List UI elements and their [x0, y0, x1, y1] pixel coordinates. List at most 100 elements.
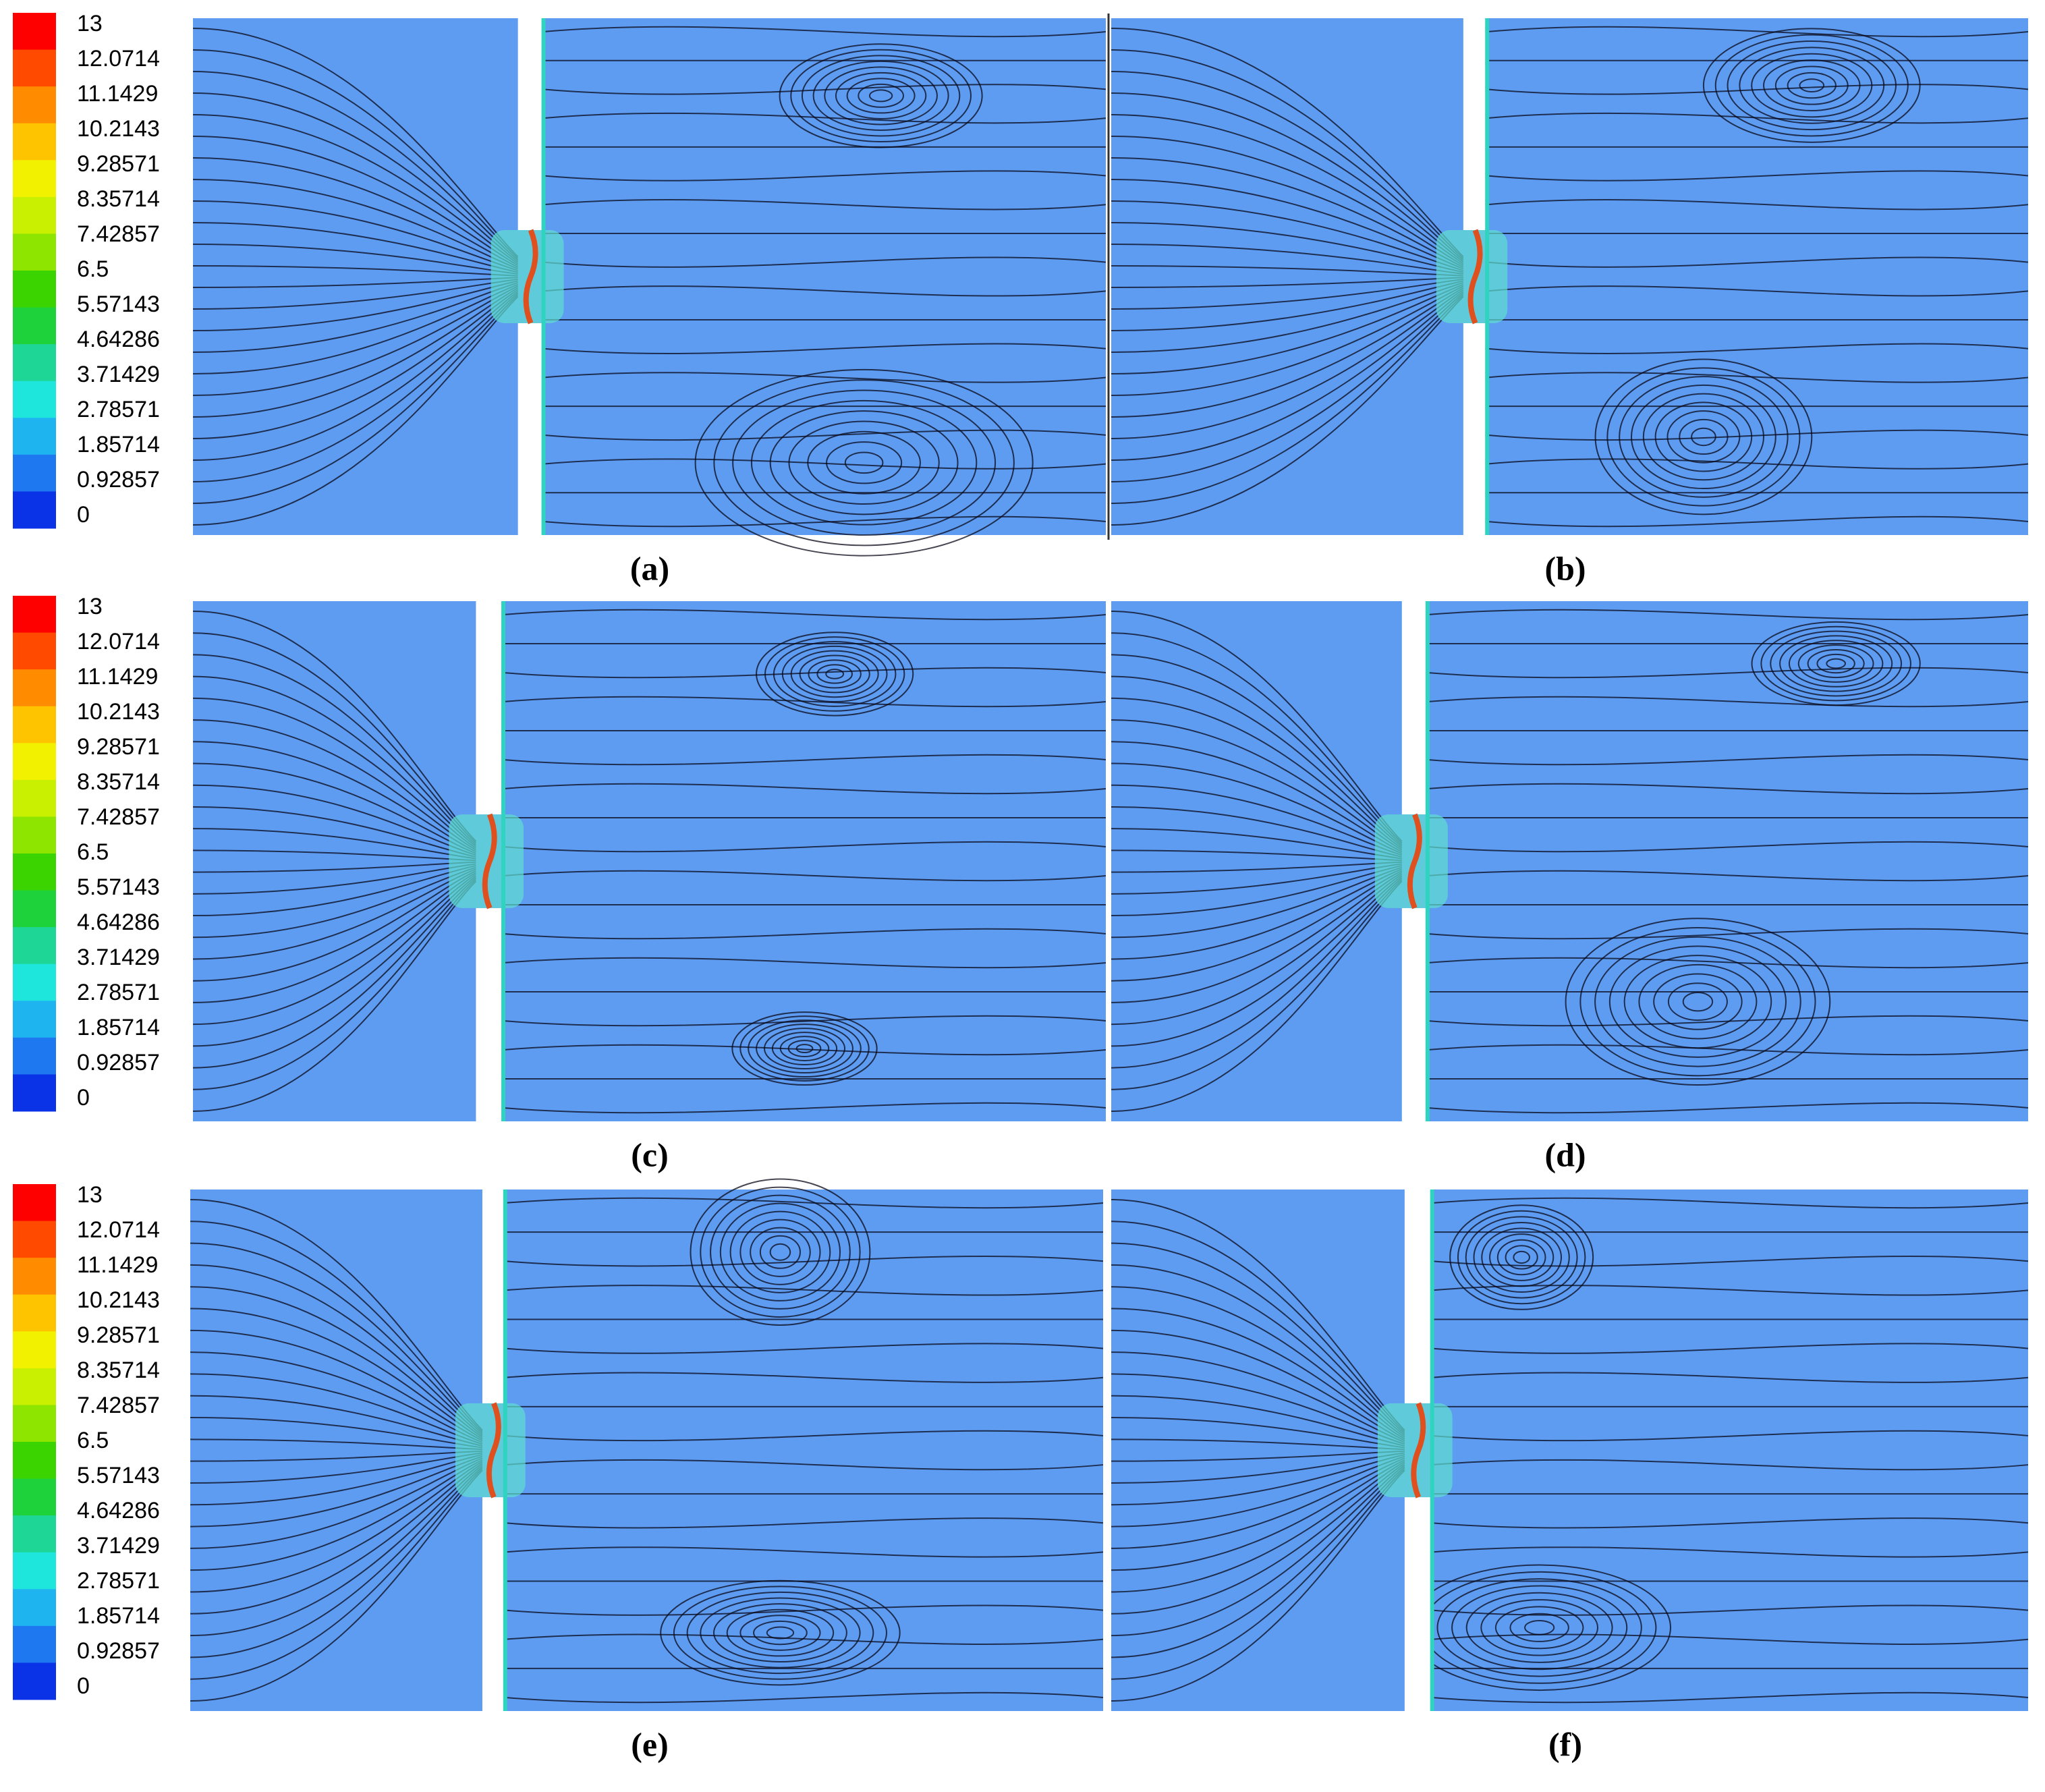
colorbar-label: 0	[77, 502, 90, 528]
streamline	[190, 1199, 483, 1431]
streamline	[503, 841, 1106, 853]
wall-slot	[1404, 1189, 1432, 1403]
streamline	[190, 1221, 483, 1433]
colorbar-band	[13, 1221, 56, 1258]
colorbar-label: 8.35714	[77, 769, 160, 795]
vortex-line	[771, 1032, 838, 1066]
nozzle-jet	[1467, 229, 1483, 325]
streamline	[192, 49, 519, 259]
flow-field	[190, 1189, 1103, 1711]
vortex-line	[1631, 384, 1776, 490]
vortex-line	[808, 659, 862, 689]
vortex-line	[694, 368, 1034, 557]
vortex-line	[1739, 47, 1885, 124]
vortex-line	[1679, 418, 1729, 455]
nozzle-glow	[455, 1403, 526, 1498]
streamline	[543, 26, 1106, 38]
vortex-line	[729, 1210, 831, 1293]
flow-field	[193, 18, 1106, 535]
vortex-line	[1816, 653, 1855, 674]
vortex-line	[739, 1615, 821, 1651]
panel	[1111, 601, 2029, 1121]
vortex-line	[764, 636, 905, 712]
streamline	[1427, 609, 2029, 621]
colorbar-band	[13, 779, 56, 817]
vortex-line	[769, 410, 959, 515]
vortex-line	[1451, 1585, 1628, 1671]
vortex-line	[726, 1608, 835, 1657]
streamline	[505, 1459, 1104, 1471]
streamline	[192, 28, 519, 258]
streamline	[1432, 1691, 2029, 1704]
nozzle-jet	[523, 229, 538, 325]
panel-caption: (a)	[630, 549, 669, 587]
vortex-line	[1774, 65, 1849, 105]
vortex-line	[763, 1028, 846, 1070]
flow-field	[1111, 601, 2028, 1121]
vortex-line	[1465, 1216, 1578, 1299]
streamline	[192, 878, 477, 1090]
vortex-line	[1481, 1227, 1563, 1287]
colorbar-label: 8.35714	[77, 1357, 160, 1383]
streamline	[1111, 290, 1464, 461]
streamline	[543, 84, 1106, 95]
vortex-line	[773, 640, 897, 707]
streamline	[1111, 1466, 1405, 1658]
wall-slot	[476, 907, 504, 1121]
colorbar-band	[13, 1294, 56, 1332]
flow-field	[1111, 1189, 2028, 1711]
wall-slot	[482, 1497, 505, 1711]
vortex-line	[781, 645, 888, 703]
streamline	[1432, 1372, 2029, 1383]
vortex-line	[1449, 1204, 1594, 1310]
streamline	[1427, 1015, 2029, 1027]
colorbar-label: 1.85714	[77, 1015, 160, 1040]
streamline	[1487, 372, 2029, 383]
vortex-line	[710, 1194, 851, 1310]
colorbar-label: 11.1429	[77, 81, 158, 107]
colorbar-band	[13, 1478, 56, 1516]
colorbar-label: 9.28571	[77, 1322, 160, 1348]
colorbar-band	[13, 160, 56, 198]
colorbar-label: 7.42857	[77, 1393, 160, 1418]
vortex-line	[690, 1178, 871, 1326]
streamline	[1487, 256, 2029, 268]
vortex-line	[1480, 1599, 1599, 1656]
vortex-line	[801, 55, 961, 137]
streamline	[543, 256, 1106, 268]
colorbar-band	[13, 1662, 56, 1700]
vortex-line	[1579, 927, 1816, 1077]
vortex-line	[868, 89, 893, 103]
wall-slot	[1401, 907, 1428, 1121]
vortex-line	[1787, 72, 1837, 99]
panel-caption: (f)	[1548, 1725, 1582, 1763]
colorbar-label: 0.92857	[77, 1638, 160, 1664]
streamline	[190, 1467, 483, 1680]
streamline	[1432, 1517, 2029, 1529]
vortex-line	[700, 1186, 861, 1318]
vortex-line	[807, 430, 921, 495]
colorbar-band	[13, 1405, 56, 1443]
streamline	[1487, 285, 2029, 297]
streamline	[503, 754, 1106, 766]
streamline	[543, 170, 1106, 181]
streamline	[1487, 170, 2029, 181]
vortex-line	[1513, 1250, 1530, 1264]
streamline	[505, 1430, 1104, 1442]
colorbar-band	[13, 418, 56, 455]
streamline	[1111, 880, 1403, 1112]
streamline	[1432, 1256, 2029, 1267]
colorbar-band	[13, 596, 56, 634]
colorbar-label: 6.5	[77, 839, 109, 865]
streamline	[543, 429, 1106, 441]
colorbar-band	[13, 86, 56, 124]
colorbar-label: 10.2143	[77, 699, 160, 725]
vortex-line	[673, 1586, 887, 1680]
vortex-line	[750, 1227, 811, 1277]
panel-caption: (b)	[1544, 549, 1586, 587]
vortex-line	[713, 379, 1015, 547]
vortex-line	[1770, 630, 1903, 697]
vortex-line	[739, 1219, 821, 1285]
streamline	[1487, 429, 2029, 441]
